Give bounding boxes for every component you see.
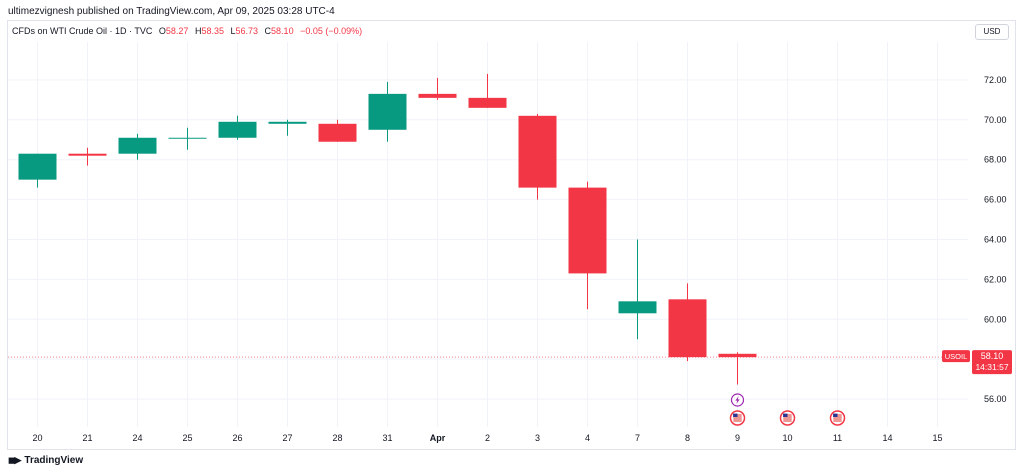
low-label: L <box>230 26 236 36</box>
x-tick-label: 24 <box>132 433 142 443</box>
x-tick-label: 2 <box>485 433 490 443</box>
y-tick-label: 66.00 <box>984 195 1007 205</box>
x-tick-label: 11 <box>833 433 842 443</box>
x-tick-label: 21 <box>82 433 92 443</box>
x-tick-label: 4 <box>585 433 590 443</box>
flag-canton <box>733 413 738 417</box>
x-tick-label: 8 <box>685 433 690 443</box>
candle-body[interactable] <box>468 97 507 108</box>
y-tick-label: 70.00 <box>984 115 1007 125</box>
y-tick-label: 60.00 <box>984 314 1007 324</box>
x-tick-label: 10 <box>782 433 792 443</box>
chart-legend: CFDs on WTI Crude Oil · 1D · TVC O58.27 … <box>12 26 362 36</box>
y-tick-label: 68.00 <box>984 155 1007 165</box>
x-tick-label: 27 <box>282 433 292 443</box>
close-label: C <box>264 26 272 36</box>
x-tick-label: 31 <box>382 433 392 443</box>
symbol-tag-text: USOIL <box>945 352 968 361</box>
candle-body[interactable] <box>68 153 107 156</box>
candle-body[interactable] <box>718 353 757 358</box>
symbol-tag[interactable] <box>942 350 970 363</box>
x-tick-label: 9 <box>735 433 740 443</box>
candle-body[interactable] <box>518 115 557 188</box>
y-tick-label: 56.00 <box>984 394 1007 404</box>
lightning-icon <box>735 396 740 404</box>
open-label: O <box>158 26 166 36</box>
x-tick-label: 15 <box>932 433 942 443</box>
candle-body[interactable] <box>668 299 707 358</box>
candle-body[interactable] <box>568 187 607 274</box>
candle-body[interactable] <box>18 153 57 180</box>
flag-canton <box>833 413 838 417</box>
high-label: H <box>194 26 202 36</box>
symbol-description[interactable]: CFDs on WTI Crude Oil · 1D · TVC <box>12 26 153 36</box>
x-tick-label: 7 <box>635 433 640 443</box>
x-tick-label: Apr <box>430 433 446 443</box>
x-tick-label: 14 <box>882 433 892 443</box>
x-tick-label: 26 <box>232 433 242 443</box>
candle-body[interactable] <box>218 121 257 138</box>
low-value: 56.73 <box>235 26 259 36</box>
close-value: 58.10 <box>271 26 294 36</box>
tradingview-icon: ◼▶ <box>8 455 21 465</box>
candle-body[interactable] <box>418 93 457 98</box>
x-tick-label: 20 <box>32 433 42 443</box>
brand-name: TradingView <box>24 455 84 466</box>
x-tick-label: 3 <box>535 433 540 443</box>
price-tag[interactable] <box>972 350 1012 375</box>
currency-button[interactable]: USD <box>975 24 1009 40</box>
tradingview-logo[interactable]: ◼▶ TradingView <box>8 455 83 466</box>
open-value: 58.27 <box>165 26 189 36</box>
y-tick-label: 72.00 <box>984 75 1007 85</box>
candle-body[interactable] <box>268 121 307 124</box>
candle-body[interactable] <box>168 137 207 139</box>
candle-body[interactable] <box>118 137 157 154</box>
x-tick-label: 28 <box>332 433 342 443</box>
publisher-line: ultimezvignesh published on TradingView.… <box>8 6 335 17</box>
high-value: 58.35 <box>201 26 224 36</box>
change-value: −0.05 (−0.09%) <box>300 26 363 36</box>
chart-frame <box>7 20 1016 450</box>
candle-body[interactable] <box>318 123 357 142</box>
y-tick-label: 62.00 <box>984 274 1007 284</box>
flag-canton <box>783 413 788 417</box>
candle-body[interactable] <box>368 93 407 130</box>
price-tag-value: 58.10 <box>981 351 1004 361</box>
x-tick-label: 25 <box>182 433 192 443</box>
candle-body[interactable] <box>618 301 657 314</box>
y-tick-label: 64.00 <box>984 234 1007 244</box>
countdown-value: 14:31:57 <box>975 362 1008 372</box>
